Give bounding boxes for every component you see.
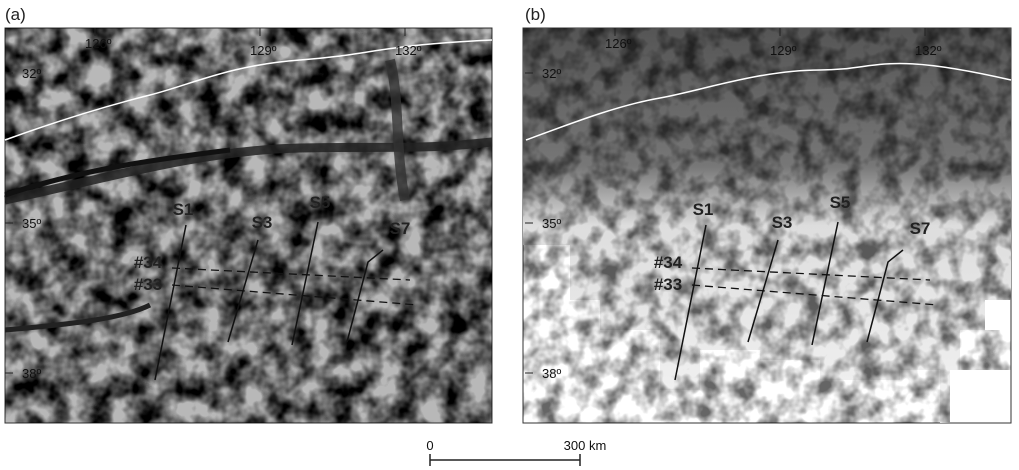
line-label: #34 — [654, 253, 683, 272]
longitude-label: 132º — [395, 43, 422, 58]
latitude-label: 32º — [22, 66, 41, 81]
profile-label: S5 — [310, 193, 331, 212]
latitude-label: 35º — [542, 216, 561, 231]
figure: 0 300 km (a) 126º 129º 132º 32º 35º 38º S1 S3 S5 S… — [0, 0, 1019, 470]
profile-label: S7 — [390, 219, 411, 238]
scale-bar: 0 300 km — [426, 438, 606, 466]
line-label: #33 — [654, 275, 682, 294]
panel-label: (b) — [525, 5, 546, 24]
panel-a-map — [5, 28, 492, 423]
line-label: #34 — [134, 253, 163, 272]
profile-label: S1 — [173, 200, 194, 219]
latitude-label: 32º — [542, 66, 561, 81]
scale-end: 300 km — [564, 438, 607, 453]
profile-label: S7 — [910, 219, 931, 238]
latitude-label: 38º — [22, 366, 41, 381]
profile-label: S5 — [830, 193, 851, 212]
profile-label: S3 — [252, 213, 273, 232]
profile-label: S3 — [772, 213, 793, 232]
scale-start: 0 — [426, 438, 433, 453]
longitude-label: 129º — [770, 43, 797, 58]
panel-b-map — [523, 28, 1011, 423]
longitude-label: 132º — [915, 43, 942, 58]
latitude-label: 38º — [542, 366, 561, 381]
line-label: #33 — [134, 275, 162, 294]
panel-label: (a) — [5, 5, 26, 24]
longitude-label: 129º — [250, 43, 277, 58]
latitude-label: 35º — [22, 216, 41, 231]
profile-label: S1 — [693, 200, 714, 219]
longitude-label: 126º — [85, 36, 112, 51]
longitude-label: 126º — [605, 36, 632, 51]
